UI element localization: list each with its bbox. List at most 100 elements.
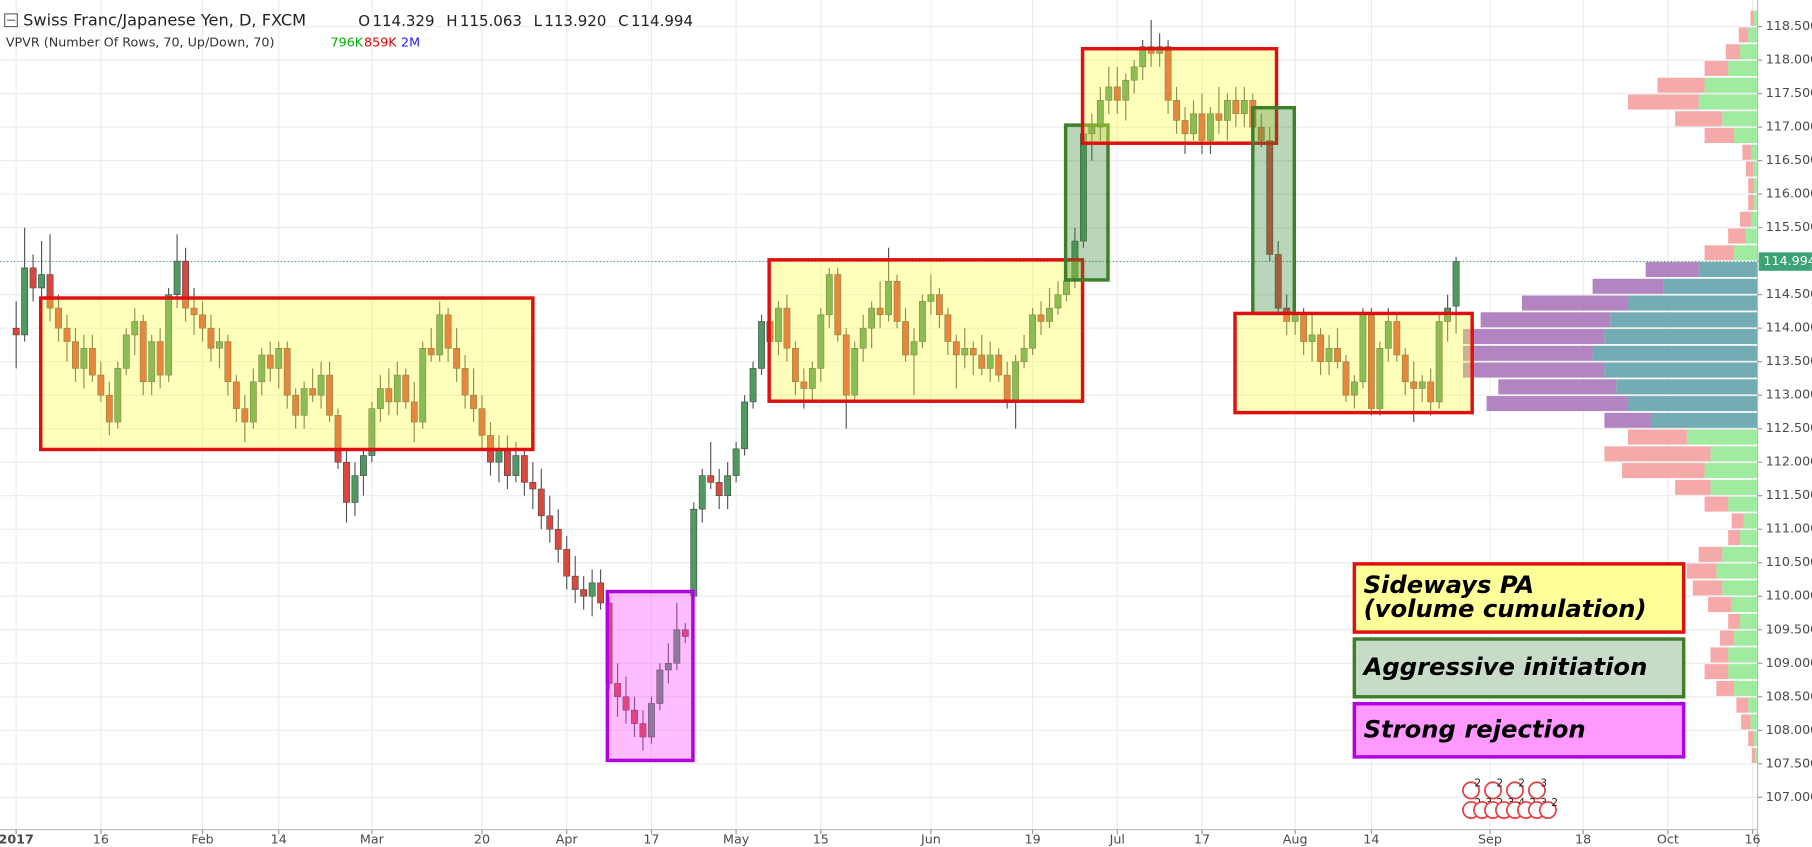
candle-body (648, 703, 655, 738)
candle-body (1164, 46, 1172, 101)
candle-body (1223, 100, 1231, 121)
volume-up (1728, 60, 1758, 77)
volume-down (1741, 714, 1751, 730)
candles (12, 19, 1460, 751)
volume-up (1698, 262, 1758, 278)
x-tick-label: 2017 (0, 832, 34, 847)
x-tick-label: 19 (1024, 832, 1040, 847)
y-tick-label: 117.500 (1766, 85, 1812, 100)
candle-body (131, 321, 139, 336)
candle-body (698, 475, 706, 510)
candle-body (681, 629, 689, 637)
y-tick-label: 108.500 (1766, 688, 1812, 703)
y-tick-label: 109.500 (1766, 621, 1812, 636)
candle-body (690, 508, 698, 597)
o-value: 114.329 (372, 11, 434, 29)
candle-body (1181, 120, 1189, 135)
x-tick-label: 14 (271, 832, 287, 847)
candle-body (105, 394, 113, 423)
y-tick-label: 115.500 (1766, 219, 1812, 234)
candle-body (656, 669, 664, 704)
candle-body (1207, 113, 1214, 141)
event-marker-label: 2 (1518, 777, 1525, 789)
volume-down (1751, 747, 1756, 763)
x-tick-label: 20 (474, 832, 490, 847)
volume-down (1627, 429, 1687, 445)
legend-text: Strong rejection (1364, 714, 1586, 743)
collapse-icon[interactable] (4, 13, 18, 28)
volume-up (1739, 613, 1758, 629)
volume-up (1663, 278, 1758, 294)
volume-up (1752, 161, 1758, 177)
header: Swiss Franc/Japanese Yen, D, FXCM O 114.3… (4, 10, 693, 49)
candle-body (1096, 100, 1104, 128)
candle-body (343, 461, 350, 503)
candle-body (1257, 126, 1265, 141)
y-tick-label: 108.000 (1766, 722, 1812, 737)
candle-body (283, 347, 291, 396)
y-tick-label: 109.000 (1766, 655, 1812, 670)
volume-down (1657, 77, 1705, 93)
candle-body (1054, 294, 1062, 309)
candle-body (817, 314, 825, 369)
candle-body (792, 347, 799, 383)
candle-body (1173, 100, 1180, 121)
candle-body (1266, 140, 1274, 255)
candle-body (249, 381, 257, 423)
candle-body (436, 314, 444, 356)
volume-up (1750, 714, 1758, 730)
candle-body (190, 307, 198, 316)
y-tick-label: 114.500 (1766, 286, 1812, 301)
x-tick-label: Aug (1283, 832, 1308, 847)
candle-body (597, 582, 605, 604)
zone-box (38, 296, 535, 452)
candle-body (571, 575, 579, 590)
volume-up (1710, 446, 1758, 462)
volume-down (1738, 27, 1749, 43)
volume-down (1686, 563, 1717, 579)
y-tick-label: 111.000 (1766, 521, 1812, 536)
candle-body (1393, 321, 1401, 356)
candle-body (385, 388, 393, 403)
last-price-label: 114.994 (1763, 253, 1812, 268)
candle-body (427, 347, 435, 356)
volume-down (1692, 580, 1723, 596)
volume-down (1704, 127, 1735, 144)
y-tick-label: 113.000 (1766, 387, 1812, 402)
l-value: 113.920 (544, 11, 606, 29)
x-tick-label: Sep (1478, 832, 1502, 847)
candle-body (893, 280, 901, 322)
candle-body (1020, 347, 1028, 362)
candle-body (851, 347, 859, 396)
volume-down (1592, 278, 1664, 294)
volume-up (1754, 731, 1758, 747)
candle-body (631, 709, 638, 724)
volume-down (1698, 546, 1723, 562)
candle-body (1240, 100, 1248, 115)
candle-body (88, 347, 96, 376)
candle-body (935, 294, 943, 316)
x-tick-label: Jun (920, 832, 941, 847)
y-tick-label: 118.500 (1766, 18, 1812, 33)
y-tick-label: 112.000 (1766, 454, 1812, 469)
volume-down (1745, 161, 1753, 177)
candle-body (885, 280, 892, 316)
candle-body (1418, 381, 1426, 389)
c-label: C (618, 11, 629, 29)
volume-down (1462, 362, 1605, 378)
y-tick-label: 117.000 (1766, 119, 1812, 134)
ohlc-header: O 114.329 H 115.063 L 113.920 C 114.994 (358, 11, 693, 29)
volume-up (1592, 345, 1758, 361)
indicator-down: 859K (364, 34, 397, 49)
candle-body (1410, 381, 1418, 389)
zone-box (767, 258, 1085, 403)
last-price-tag (1758, 252, 1812, 271)
volume-down (1716, 680, 1735, 696)
candle-body (351, 475, 359, 503)
volume-down (1604, 412, 1652, 428)
volume-up (1716, 563, 1758, 579)
candle-body (1274, 254, 1282, 309)
candle-body (978, 354, 986, 369)
volume-up (1610, 312, 1758, 328)
